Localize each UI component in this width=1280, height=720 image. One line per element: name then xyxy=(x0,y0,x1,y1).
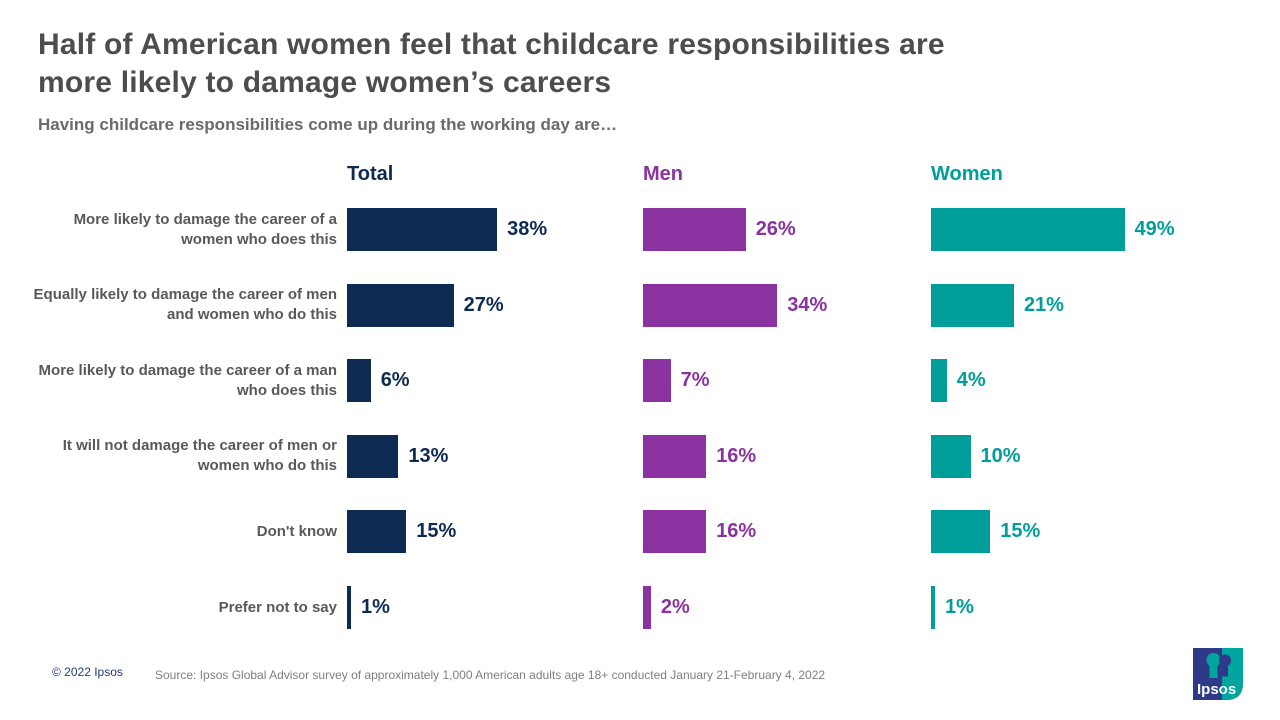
ipsos-logo-text: Ipsos xyxy=(1197,681,1236,698)
series-header-total: Total xyxy=(347,163,394,185)
bar-value-men: 16% xyxy=(716,444,757,467)
bar-value-total: 27% xyxy=(463,293,504,316)
bar-total xyxy=(347,586,351,629)
bar-men xyxy=(643,586,651,629)
category-label: Equally likely to damage the career of m… xyxy=(33,286,337,324)
category-label: More likely to damage the career of a wo… xyxy=(73,210,337,248)
ipsos-logo: Ipsos xyxy=(1193,648,1243,700)
bar-value-women: 15% xyxy=(1000,520,1041,543)
bar-women xyxy=(931,510,991,554)
bar-value-total: 15% xyxy=(416,520,457,543)
bar-value-women: 10% xyxy=(980,444,1021,467)
bar-value-women: 49% xyxy=(1134,218,1175,240)
page-title: Half of American women feel that childca… xyxy=(38,26,1258,102)
bar-total xyxy=(347,208,498,251)
bar-women xyxy=(931,434,971,478)
bar-total xyxy=(347,434,399,478)
bar-men xyxy=(643,434,707,478)
bar-total xyxy=(347,283,454,327)
bar-men xyxy=(643,283,778,327)
bar-value-women: 4% xyxy=(956,369,986,392)
bar-women xyxy=(931,586,935,629)
source-note: Source: Ipsos Global Advisor survey of a… xyxy=(155,668,826,682)
bar-value-women: 21% xyxy=(1023,293,1064,316)
series-header-men: Men xyxy=(643,163,683,185)
bar-men xyxy=(643,359,671,403)
ipsos-logo-graphic: Ipsos xyxy=(1193,648,1243,700)
bar-total xyxy=(347,510,407,554)
bar-total xyxy=(347,359,371,403)
category-label: More likely to damage the career of a ma… xyxy=(38,361,337,399)
copyright-note: © 2022 Ipsos xyxy=(52,665,123,679)
bar-value-men: 34% xyxy=(787,293,828,316)
bar-value-men: 26% xyxy=(755,218,796,240)
category-label: Prefer not to say xyxy=(218,598,337,616)
bar-women xyxy=(931,359,947,403)
bar-value-men: 2% xyxy=(660,596,690,618)
bar-women xyxy=(931,283,1014,327)
bar-value-total: 1% xyxy=(361,596,390,618)
bar-value-men: 7% xyxy=(680,369,710,392)
page-title-line-1: Half of American women feel that childca… xyxy=(38,28,945,61)
series-header-women: Women xyxy=(931,163,1003,185)
page-title-line-2: more likely to damage women’s careers xyxy=(38,66,612,99)
bar-men xyxy=(643,208,746,251)
bar-value-total: 13% xyxy=(408,444,449,467)
bar-value-total: 6% xyxy=(380,369,410,392)
category-label: It will not damage the career of men or … xyxy=(62,437,337,475)
category-label: Don't know xyxy=(256,522,337,540)
bar-value-women: 1% xyxy=(945,596,974,618)
bar-value-men: 16% xyxy=(716,520,757,543)
bar-women xyxy=(931,208,1125,251)
page-subtitle: Having childcare responsibilities come u… xyxy=(38,115,618,134)
bar-value-total: 38% xyxy=(507,218,548,240)
logo-face-profiles-icon xyxy=(1206,653,1231,678)
bar-men xyxy=(643,510,707,554)
